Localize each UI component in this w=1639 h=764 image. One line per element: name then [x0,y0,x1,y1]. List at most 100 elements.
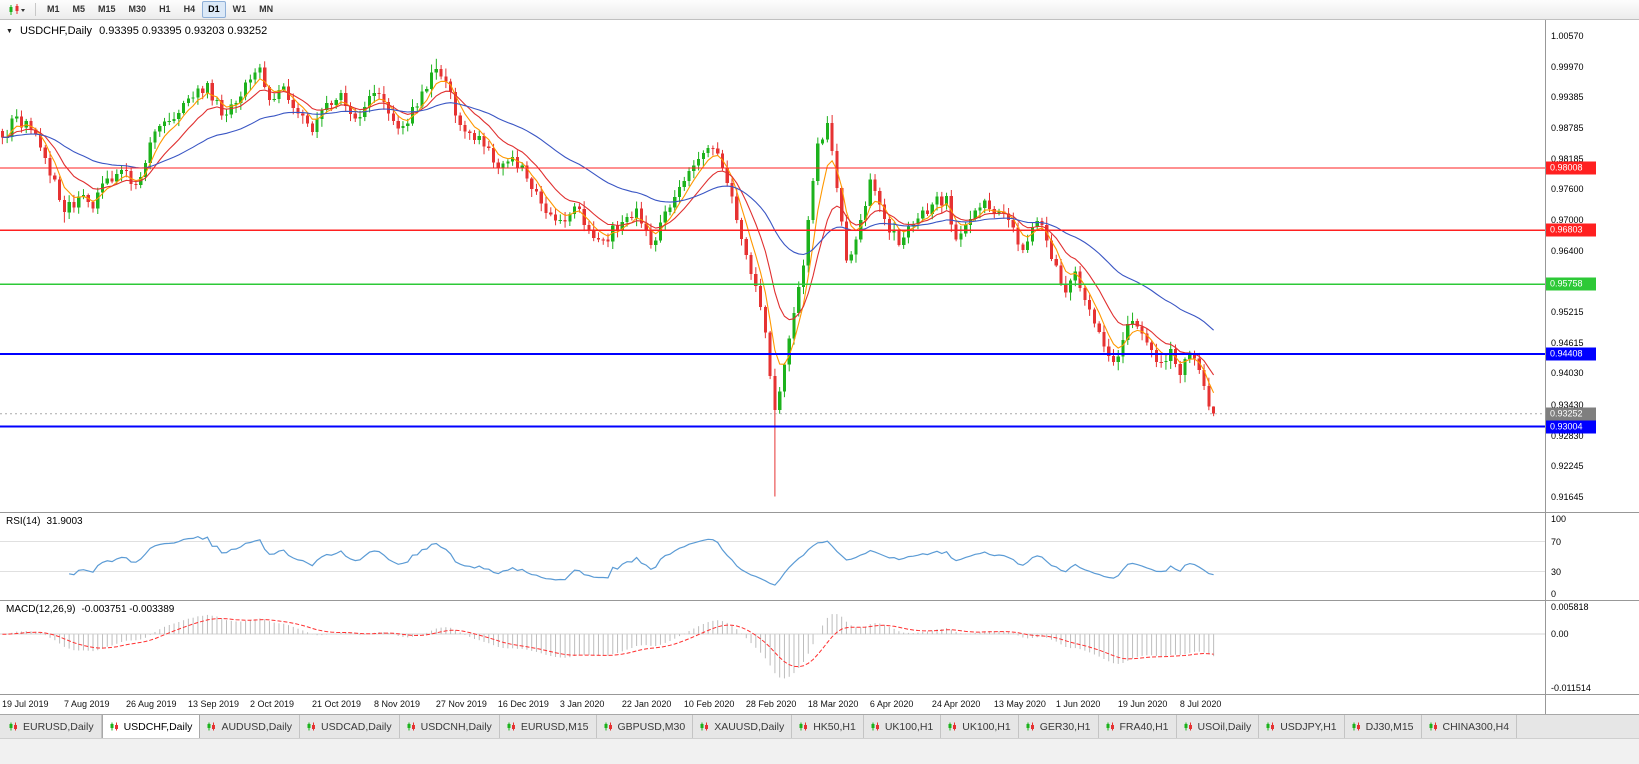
date-label: 3 Jan 2020 [559,699,605,709]
mini-chart-icon [1352,722,1360,731]
tab-xauusd-daily[interactable]: XAUUSD,Daily [693,715,793,738]
rsi-current-value: 31.9003 [46,516,83,527]
mini-chart-icon [1106,722,1114,731]
mini-chart-icon [207,722,216,731]
axis-label: 0.98785 [1551,122,1584,133]
tab-china300-h4[interactable]: CHINA300,H4 [1422,715,1518,738]
tab-label: HK50,H1 [813,720,856,733]
date-label: 21 Oct 2019 [312,699,362,709]
mini-chart-icon [948,722,957,731]
macd-current-values: -0.003751 -0.003389 [81,604,175,615]
timeframe-buttons: M1 M5 M15 M30 H1 H4 D1 W1 MN [41,1,279,18]
tab-label: DJ30,M15 [1365,720,1414,733]
macd-canvas[interactable] [0,601,1545,694]
candles-layer [0,58,1216,497]
tab-eurusd-m15[interactable]: EURUSD,M15 [500,715,597,738]
mini-chart-icon [1184,722,1192,731]
macd-pane: MACD(12,26,9) -0.003751 -0.003389 0.0058… [0,600,1639,694]
timeframe-w1[interactable]: W1 [232,4,247,14]
mini-chart-icon [1026,722,1035,731]
timeframe-m1[interactable]: M1 [47,4,60,14]
mini-chart-icon [1266,722,1275,731]
timeframe-m5[interactable]: M5 [72,4,86,14]
axis-corner [1545,695,1639,714]
tab-eurusd-daily[interactable]: EURUSD,Daily [2,715,102,738]
tab-uk100-h1[interactable]: UK100,H1 [941,715,1019,738]
rsi-indicator-label: RSI(14) [6,516,41,527]
tab-audusd-daily[interactable]: AUDUSD,Daily [200,715,301,738]
candlestick-chart-icon[interactable] [4,3,30,17]
timeframe-d1[interactable]: D1 [202,1,226,18]
moving-averages-layer [2,78,1215,394]
axis-label: 70 [1551,536,1562,547]
tab-usdjpy-h1[interactable]: USDJPY,H1 [1259,715,1345,738]
date-label: 8 Jul 2020 [1179,699,1222,709]
tab-label: XAUUSD,Daily [714,720,785,733]
mini-chart-icon [507,722,516,731]
tab-usdcad-daily[interactable]: USDCAD,Daily [300,715,400,738]
date-label: 27 Nov 2019 [435,699,487,709]
tab-label: GBPUSD,M30 [617,720,686,733]
axis-label: 100 [1551,514,1567,524]
axis-label: 0.94615 [1551,338,1584,349]
rsi-levels-layer [0,541,1545,572]
tab-ger30-h1[interactable]: GER30,H1 [1019,715,1099,738]
axis-label: 0.98185 [1551,153,1584,164]
macd-title: MACD(12,26,9) -0.003751 -0.003389 [6,604,174,615]
mini-chart-icon [1266,722,1275,731]
timeframe-mn[interactable]: MN [259,4,274,14]
chart-symbol-label: USDCHF,Daily [19,25,93,37]
mini-chart-icon [700,722,709,731]
axis-label: 0.99970 [1551,61,1584,72]
mini-chart-icon [1352,722,1361,731]
tab-gbpusd-m30[interactable]: GBPUSD,M30 [597,715,694,738]
bottom-strip [0,738,1639,764]
price-axis[interactable]: 1.00570 0.99970 0.99385 0.98785 0.98185 0.976… [1545,20,1639,512]
rsi-line [68,535,1214,586]
timeframe-h1[interactable]: H1 [159,4,171,14]
tab-usdcnh-daily[interactable]: USDCNH,Daily [400,715,500,738]
symbol-marker-icon: ▼ [6,27,13,35]
date-label: 19 Jul 2019 [2,699,49,709]
macd-plot[interactable]: MACD(12,26,9) -0.003751 -0.003389 [0,601,1545,694]
tab-dj30-m15[interactable]: DJ30,M15 [1345,715,1422,738]
tab-uk100-h1[interactable]: UK100,H1 [864,715,942,738]
rsi-canvas[interactable] [0,513,1545,600]
price-level-badge[interactable]: 0.93004 [1546,420,1596,434]
mini-chart-icon [9,722,18,731]
tab-label: AUDUSD,Daily [221,720,293,733]
current-price-badge[interactable]: 0.93252 [1546,407,1596,421]
axis-label: 0.005818 [1551,602,1589,612]
macd-histogram [11,614,1215,679]
price-level-badge[interactable]: 0.98008 [1546,161,1596,175]
chart-tabs-bar: EURUSD,Daily USDCHF,Daily AUDUSD,Daily USDC… [0,714,1639,738]
mini-chart-icon [110,722,118,731]
price-level-badge[interactable]: 0.96803 [1546,223,1596,237]
date-label: 19 Jun 2020 [1117,699,1168,709]
date-label: 26 Aug 2019 [126,699,177,709]
tab-usdchf-daily[interactable]: USDCHF,Daily [101,715,201,738]
date-label: 8 Nov 2019 [374,699,421,709]
tab-label: USOil,Daily [1197,720,1252,733]
candlestick-chart-icon-svg [9,3,25,15]
axis-label: 0.97600 [1551,183,1584,194]
mini-chart-icon [799,722,808,731]
date-label: 10 Feb 2020 [683,699,735,709]
macd-axis[interactable]: 0.005818 0.00 -0.011514 [1545,601,1639,694]
time-axis[interactable]: 19 Jul 2019 7 Aug 2019 26 Aug 2019 13 Sep 2… [0,694,1639,714]
timeframe-m15[interactable]: M15 [98,4,116,14]
price-level-badge[interactable]: 0.94408 [1546,347,1596,361]
price-chart-plot[interactable]: ▼ USDCHF,Daily 0.93395 0.93395 0.93203 0… [0,20,1545,512]
rsi-plot[interactable]: RSI(14) 31.9003 [0,513,1545,600]
price-chart-canvas[interactable] [0,20,1545,512]
tab-fra40-h1[interactable]: FRA40,H1 [1099,715,1177,738]
timeframe-m30[interactable]: M30 [128,4,147,14]
tab-hk50-h1[interactable]: HK50,H1 [792,715,864,738]
price-level-badge[interactable]: 0.95758 [1546,277,1596,291]
tab-label: USDCHF,Daily [123,720,193,733]
date-label: 13 Sep 2019 [188,699,240,709]
timeframe-h4[interactable]: H4 [183,4,196,14]
timeframe-toolbar: M1 M5 M15 M30 H1 H4 D1 W1 MN [0,0,1639,20]
tab-usoil-daily[interactable]: USOil,Daily [1177,715,1260,738]
rsi-axis[interactable]: 100 70 30 0 [1545,513,1639,600]
